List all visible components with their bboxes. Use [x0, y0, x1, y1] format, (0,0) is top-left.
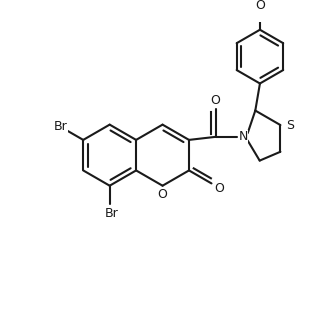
Text: O: O — [158, 188, 168, 201]
Text: N: N — [239, 130, 248, 143]
Text: Br: Br — [105, 207, 118, 220]
Text: O: O — [214, 182, 224, 195]
Text: S: S — [286, 119, 294, 132]
Text: O: O — [211, 94, 220, 107]
Text: Br: Br — [54, 120, 68, 134]
Text: O: O — [255, 0, 265, 12]
